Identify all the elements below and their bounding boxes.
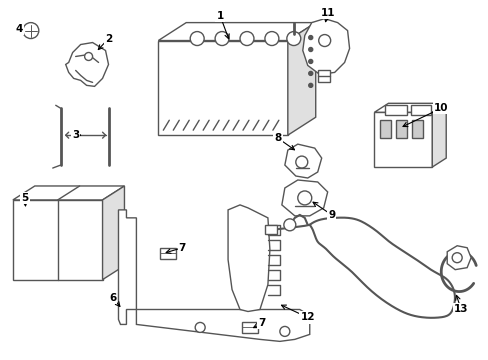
Text: 4: 4 (15, 24, 22, 33)
Polygon shape (317, 71, 329, 82)
Text: 10: 10 (433, 103, 447, 113)
Bar (411, 120, 423, 138)
Text: 12: 12 (300, 312, 314, 323)
Circle shape (195, 323, 205, 332)
Circle shape (286, 32, 300, 45)
Circle shape (308, 48, 312, 51)
Text: 3: 3 (72, 130, 79, 140)
Text: 13: 13 (453, 305, 468, 315)
Circle shape (264, 32, 278, 45)
Bar (396, 120, 407, 138)
Circle shape (308, 71, 312, 75)
Circle shape (308, 84, 312, 87)
Polygon shape (302, 19, 349, 75)
Polygon shape (227, 205, 269, 311)
Polygon shape (374, 103, 446, 112)
Polygon shape (287, 23, 315, 135)
Text: 8: 8 (274, 133, 281, 143)
Circle shape (318, 35, 330, 46)
Circle shape (190, 32, 203, 45)
Text: 1: 1 (216, 11, 224, 21)
Text: 6: 6 (109, 293, 116, 302)
Polygon shape (65, 42, 108, 86)
Polygon shape (431, 103, 446, 167)
Circle shape (308, 36, 312, 40)
Text: 5: 5 (21, 193, 28, 203)
Polygon shape (158, 23, 315, 41)
Bar (410, 105, 430, 115)
Circle shape (240, 32, 253, 45)
Circle shape (308, 59, 312, 63)
Polygon shape (281, 180, 327, 216)
Polygon shape (242, 323, 258, 333)
Polygon shape (118, 210, 136, 324)
Polygon shape (158, 41, 287, 135)
Circle shape (215, 32, 228, 45)
Bar (380, 120, 390, 138)
Text: 7: 7 (258, 319, 265, 328)
Text: 11: 11 (320, 8, 334, 18)
Bar (385, 105, 407, 115)
Text: 2: 2 (105, 33, 112, 44)
Polygon shape (13, 186, 124, 200)
Polygon shape (447, 246, 470, 270)
Circle shape (283, 219, 295, 231)
Bar (264, 225, 276, 234)
Polygon shape (374, 112, 431, 167)
Polygon shape (285, 144, 321, 178)
Circle shape (84, 53, 92, 60)
Text: 9: 9 (327, 210, 335, 220)
Polygon shape (160, 248, 176, 259)
Circle shape (451, 253, 461, 263)
Polygon shape (102, 186, 124, 280)
Circle shape (297, 191, 311, 205)
Text: 7: 7 (178, 243, 185, 253)
Polygon shape (13, 200, 102, 280)
Circle shape (295, 156, 307, 168)
Polygon shape (136, 310, 309, 341)
Circle shape (23, 23, 39, 39)
Circle shape (279, 327, 289, 336)
